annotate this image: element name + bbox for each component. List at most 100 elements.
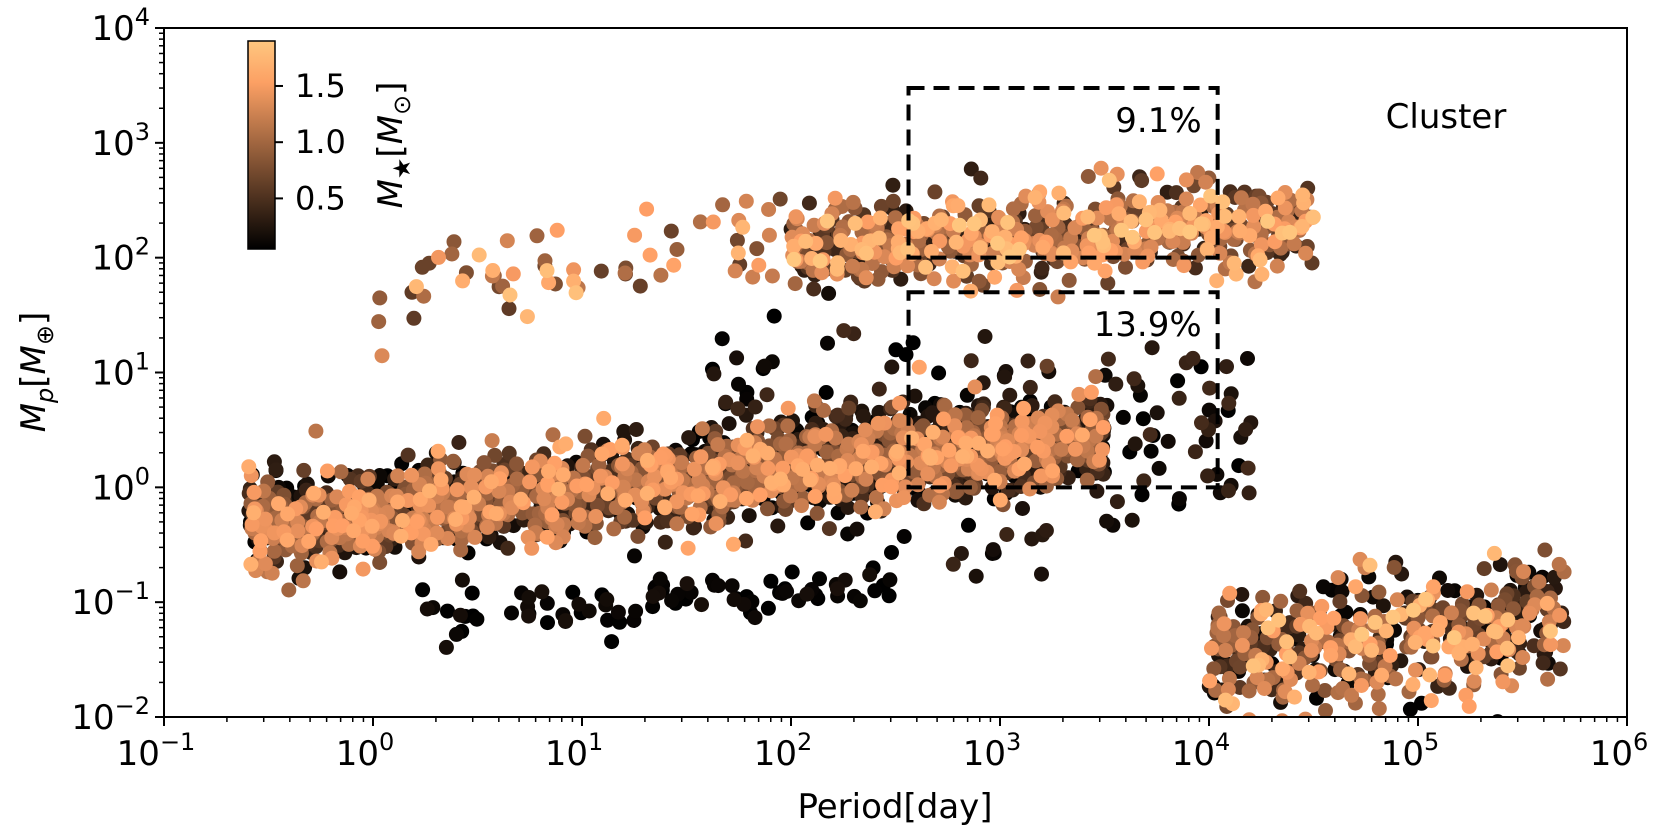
data-point-low-mass-inner [812,571,827,587]
data-point-super-earths [600,486,616,502]
data-point-low-mass-inner [867,583,883,599]
data-point-super-earths [334,518,350,534]
data-point-cold-giants [1254,266,1270,282]
data-point-cold-giants [987,269,1003,285]
data-point-low-mass-inner [604,634,620,650]
data-point-cold-giants [1203,188,1219,204]
data-point-super-earths [1054,441,1069,457]
data-point-distant-tail [1466,605,1482,621]
data-point-intermediate-scatter [731,376,746,392]
data-point-intermediate-scatter [1151,460,1167,476]
data-point-low-mass-inner [469,611,485,627]
data-point-cold-giants [971,273,987,289]
data-point-super-earths [640,452,655,468]
colorbar-gradient [247,40,276,250]
data-point-intermediate-scatter [1115,409,1131,425]
data-point-distant-tail [1464,636,1480,652]
data-point-intermediate-scatter [1219,359,1234,375]
data-point-super-earths [730,455,746,471]
x-tick-label: 100 [336,728,395,774]
data-point-super-earths [806,393,822,409]
data-point-super-earths [509,456,525,472]
data-point-cold-giants [1245,207,1261,223]
data-point-super-earths [476,455,492,471]
data-point-hot-giants [455,273,471,289]
data-point-distant-tail [1216,616,1232,632]
data-point-cold-giants [1111,206,1127,222]
data-point-hot-giants [446,234,462,250]
data-point-super-earths [257,511,273,527]
data-point-distant-tail [1417,625,1433,641]
data-point-distant-tail [1232,659,1248,675]
data-point-super-earths [1074,427,1090,443]
data-point-super-earths [922,448,938,464]
data-point-low-mass-inner [415,582,431,598]
data-point-cold-giants [827,190,843,206]
data-point-low-mass-inner [464,585,480,601]
data-point-super-earths [467,467,482,483]
data-point-cold-giants [819,235,835,251]
data-point-intermediate-scatter [1185,350,1201,366]
data-point-cold-giants [1231,209,1247,225]
data-point-super-earths [1045,463,1061,479]
data-point-super-earths [941,442,957,458]
data-point-super-earths [844,482,860,498]
data-point-super-earths [780,418,796,434]
data-point-low-mass-inner [539,595,555,611]
data-point-cold-giants [1080,209,1096,225]
data-point-intermediate-scatter [1034,566,1049,582]
data-point-hot-giants [502,287,518,303]
data-point-cold-giants [1149,166,1165,182]
data-point-cold-giants [1187,260,1203,276]
data-point-super-earths [1083,384,1099,400]
data-point-intermediate-scatter [1144,340,1160,356]
data-point-distant-tail [1405,602,1421,618]
data-point-super-earths [555,467,571,483]
data-point-cold-giants [918,259,934,275]
data-point-cold-giants [1028,219,1044,235]
data-point-distant-tail [1273,593,1289,609]
data-point-distant-tail [1492,557,1508,573]
data-point-super-earths [690,488,706,504]
data-point-distant-tail [1531,574,1547,590]
data-point-super-earths [848,461,864,477]
data-point-intermediate-scatter [1127,436,1143,452]
data-point-cold-giants [819,213,835,229]
data-point-super-earths [449,482,465,498]
data-point-super-earths [433,472,449,488]
data-point-super-earths [747,399,763,415]
data-point-super-earths [760,501,775,517]
data-point-distant-tail [1405,677,1421,692]
data-point-intermediate-scatter [1202,380,1218,396]
data-point-super-earths [1091,452,1107,468]
data-point-super-earths [590,497,605,513]
data-point-super-earths [253,533,269,549]
data-point-super-earths [606,521,622,537]
data-point-super-earths [404,467,420,483]
data-point-cold-giants [948,234,964,250]
data-point-super-earths [448,512,464,527]
data-point-super-earths [558,436,574,452]
data-point-super-earths [306,485,322,501]
data-point-super-earths [281,582,297,598]
data-point-intermediate-scatter [855,408,871,424]
data-point-distant-tail [1388,671,1404,687]
data-point-super-earths [868,490,884,505]
data-point-super-earths [616,423,632,439]
data-point-cold-giants [1305,209,1321,225]
data-point-distant-tail [1298,711,1313,717]
data-point-cold-giants [1269,258,1285,274]
data-point-intermediate-scatter [821,285,837,301]
data-point-super-earths [575,457,591,473]
data-point-super-earths [315,504,331,520]
data-point-distant-tail [1371,701,1387,717]
data-point-intermediate-scatter [1099,513,1115,529]
data-point-distant-tail [1352,611,1368,627]
data-point-cold-giants [1260,213,1276,229]
data-point-cold-giants [1097,263,1113,279]
data-point-super-earths [360,471,376,487]
data-point-distant-tail [1552,607,1568,623]
data-point-hot-giants [539,263,555,279]
data-point-distant-tail [1370,686,1386,702]
data-point-intermediate-scatter [770,518,786,534]
